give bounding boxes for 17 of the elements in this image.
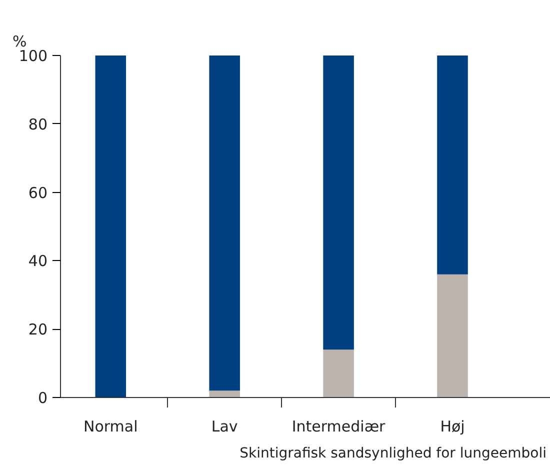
bar	[323, 56, 354, 350]
x-axis-title: Skintigrafisk sandsynlighed for lungeemboli	[240, 446, 546, 462]
y-tick-label: 60	[28, 184, 48, 202]
bar	[209, 390, 240, 398]
y-tick-label: 80	[28, 115, 48, 134]
x-tick-label: Lav	[211, 418, 238, 436]
bar	[437, 274, 468, 398]
bar	[95, 56, 126, 398]
x-tick-label: Intermediær	[292, 418, 386, 436]
y-tick-label: 40	[28, 252, 48, 270]
bar	[209, 56, 240, 391]
bar	[323, 350, 354, 398]
y-tick-label: 0	[38, 389, 48, 407]
x-tick-label: Normal	[84, 418, 138, 436]
bar	[437, 56, 468, 274]
x-tick-label: Høj	[440, 418, 465, 436]
y-tick-label: 20	[28, 320, 48, 339]
